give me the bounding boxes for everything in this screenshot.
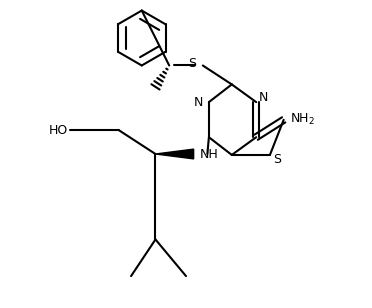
Text: N: N xyxy=(194,95,203,109)
Text: S: S xyxy=(273,153,282,166)
Text: NH: NH xyxy=(200,148,218,160)
Text: NH$_2$: NH$_2$ xyxy=(291,112,315,128)
Text: S: S xyxy=(188,58,196,71)
Text: N: N xyxy=(259,91,268,104)
Text: HO: HO xyxy=(49,124,68,137)
Polygon shape xyxy=(155,149,194,159)
